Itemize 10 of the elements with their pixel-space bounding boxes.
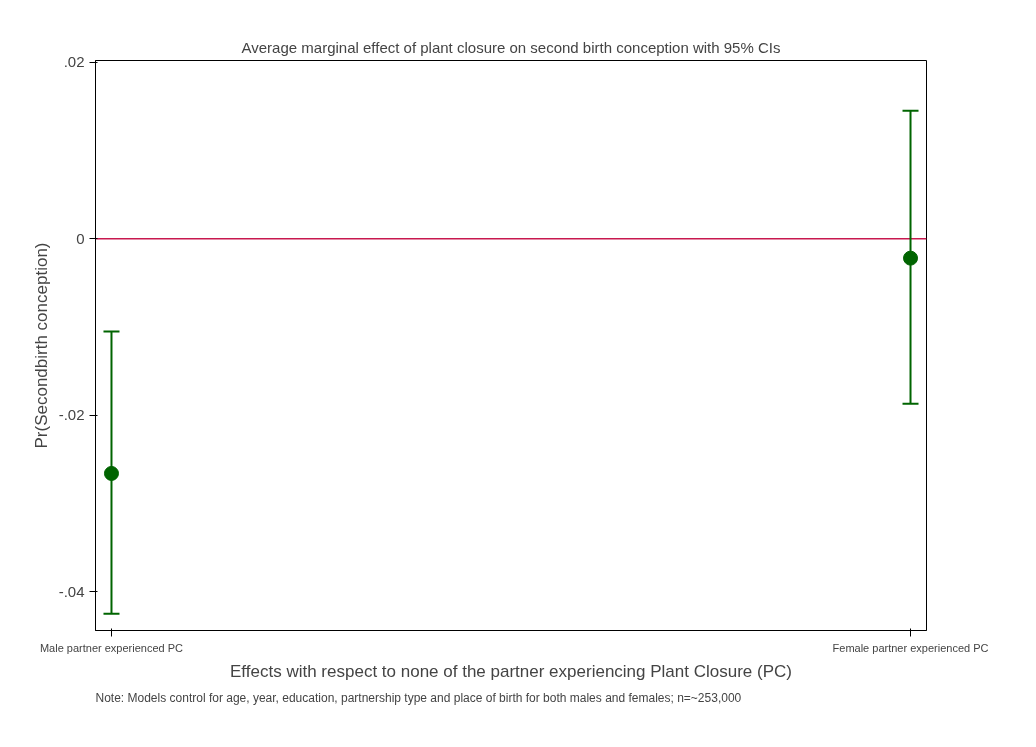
chart-title: Average marginal effect of plant closure on second birth conception with 95% CIs (241, 38, 781, 56)
x-axis-title: Effects with respect to none of the partner experiencing Plant Closure (PC) (230, 661, 792, 681)
y-tick-label: -.02 (58, 406, 85, 424)
y-tick-label: 0 (76, 229, 85, 247)
y-tick-label: .02 (63, 53, 85, 71)
y-tick-label: -.04 (58, 582, 85, 600)
y-axis-title: Pr(Secondbirth conception) (31, 242, 51, 449)
text: Note: Models control for age, year, education, partnership type and place of birth for both males and females; n=~253,000 (95, 690, 742, 705)
x-tick-label: Male partner experienced PC (39, 641, 184, 654)
x-tick-label: Female partner experienced PC (832, 641, 989, 654)
